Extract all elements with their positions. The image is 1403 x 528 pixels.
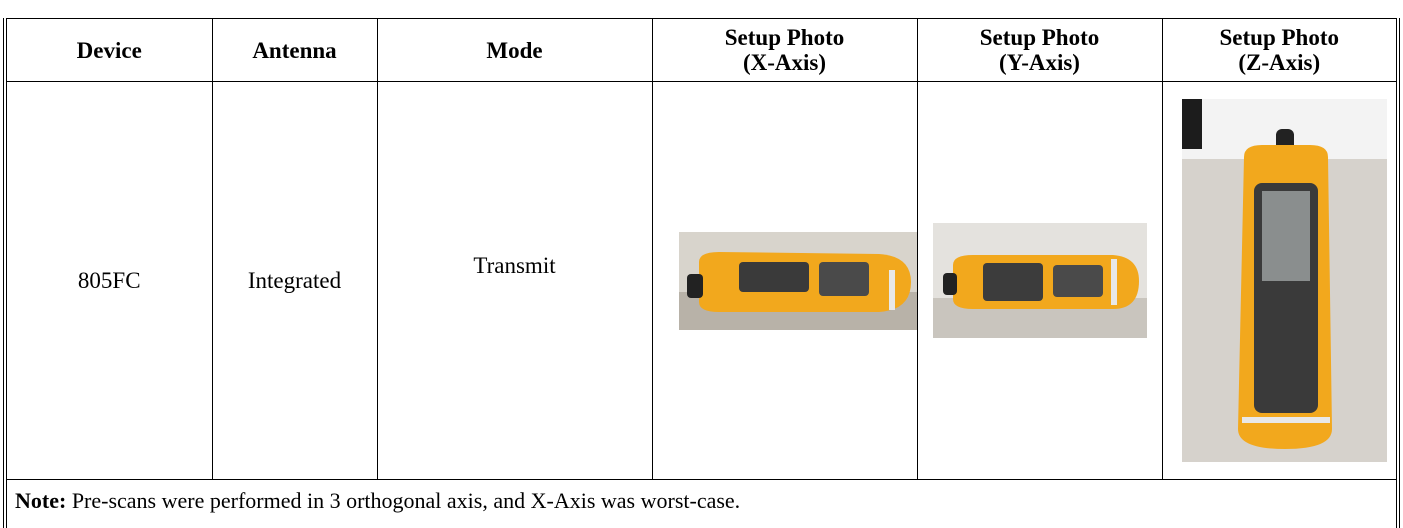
photo-x [679,232,917,330]
note-row: Note: Pre-scans were performed in 3 orth… [5,480,1398,528]
column-header: Device [5,19,212,82]
column-header: Setup Photo (X-Axis) [652,19,917,82]
column-header: Setup Photo (Y-Axis) [917,19,1162,82]
header-row: Device Antenna Mode Setup Photo (X-Axis)… [5,19,1398,82]
body-row: 805FC Integrated Transmit [5,82,1398,480]
photo-z [1182,99,1387,462]
photo-y [933,223,1147,338]
column-header: Mode [377,19,652,82]
page: Device Antenna Mode Setup Photo (X-Axis)… [0,0,1403,489]
photo-cell [917,82,1162,480]
column-header: Setup Photo (Z-Axis) [1162,19,1398,82]
photo-cell [652,82,917,480]
note-text: Pre-scans were performed in 3 orthogonal… [66,488,740,513]
note-label: Note: [15,488,66,513]
cell: Transmit [377,82,652,480]
cell: 805FC [5,82,212,480]
note-cell: Note: Pre-scans were performed in 3 orth… [5,480,1398,528]
cell: Integrated [212,82,377,480]
column-header: Antenna [212,19,377,82]
photo-cell [1162,82,1398,480]
setup-table: Device Antenna Mode Setup Photo (X-Axis)… [3,18,1400,528]
